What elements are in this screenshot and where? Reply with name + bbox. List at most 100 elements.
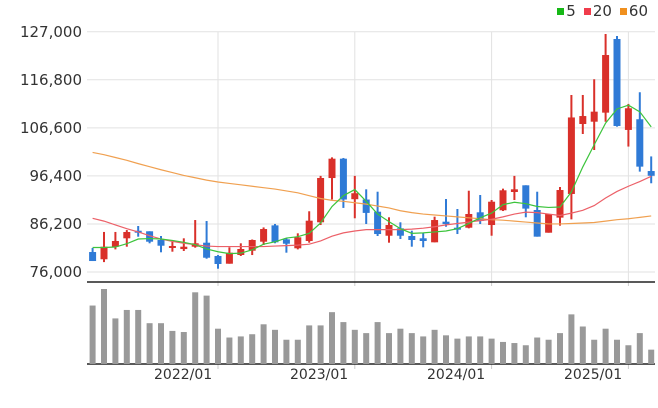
volume-bar [488,338,495,364]
volume-bar [135,309,142,364]
candle-down [613,39,621,126]
volume-bar [568,314,575,364]
candle-up [180,246,188,250]
volume-bar [420,336,427,364]
volume-bar [169,330,176,364]
y-tick-label: 86,200 [29,215,83,233]
volume-bar [465,336,472,364]
chart-legend: 5 20 60 [553,2,648,20]
candle-up [556,190,564,218]
candle-down [442,221,450,224]
candle-up [294,237,302,249]
candle-up [510,189,518,192]
x-tick-label: 2025/01 [564,367,623,383]
volume-bar [89,305,96,364]
volume-bar [351,329,358,364]
candle-down [636,119,644,167]
volume-bar [203,295,210,364]
candle-up [590,111,598,122]
candle-up [225,252,233,264]
ma5-swatch-icon [557,7,565,15]
volume-bar [306,325,313,364]
volume-bar [146,323,153,364]
legend-item-ma20[interactable]: 20 [583,2,612,20]
candle-down [522,185,530,209]
candle-up [431,220,439,243]
candle-up [100,246,108,260]
volume-bar [123,309,130,364]
candle-down [476,212,484,222]
volume-bar [260,324,267,364]
candle-down [419,238,427,241]
candle-down [362,199,370,213]
volume-bar [625,345,632,364]
volume-bar [477,336,484,364]
x-tick-label: 2023/01 [290,367,349,383]
candle-down [408,236,416,241]
candle-up [260,229,268,242]
volume-bar [363,333,370,364]
candle-up [237,249,245,255]
candle-up [328,158,336,179]
candle-down [157,240,165,246]
volume-bar [112,318,119,364]
volume-bar [249,334,256,364]
candle-down [282,239,290,244]
candle-down [214,255,222,264]
volume-bar [431,329,438,364]
candle-up [351,193,359,200]
candle-down [647,171,655,176]
candle-up [465,213,473,228]
volume-bar [226,337,233,364]
candle-up [385,225,393,236]
candle-up [111,240,119,247]
legend-label: 60 [628,2,648,20]
volume-bar [340,322,347,364]
ma60-swatch-icon [619,7,627,15]
volume-bar [283,339,290,364]
candle-down [374,211,382,235]
volume-bar [454,338,461,364]
volume-bar [511,343,518,364]
candle-up [499,190,507,211]
candle-down [89,252,97,262]
ma5-line [92,104,652,255]
candle-down [146,231,154,242]
candle-up [317,178,325,223]
y-tick-label: 96,400 [29,167,83,185]
volume-bar [180,332,187,364]
volume-bar [101,289,107,364]
candle-up [123,231,131,239]
volume-bar [557,333,563,364]
volume-bar [648,349,655,364]
candle-up [305,220,313,241]
legend-item-ma5[interactable]: 5 [557,2,576,20]
volume-bar [158,323,164,364]
y-tick-label: 127,000 [19,23,82,41]
candle-up [567,117,575,194]
volume-bar [534,337,541,364]
volume-bar [386,333,392,364]
volume-bar [294,339,301,364]
volume-bar [579,326,586,364]
candle-up [248,240,256,251]
y-tick-label: 116,800 [19,71,82,89]
candle-down [271,225,279,243]
candle-up [602,55,610,113]
candle-up [168,245,176,248]
volume-bar [614,339,620,364]
volume-bar [215,328,221,364]
volume-bar [443,335,449,364]
volume-bar [602,328,609,364]
volume-bar [522,345,529,364]
candle-down [339,158,347,200]
volume-bar [329,312,335,364]
x-tick-label: 2022/01 [154,367,213,383]
volume-bar [192,292,199,364]
volume-bar [272,329,278,364]
candle-down [396,228,404,236]
legend-item-ma60[interactable]: 60 [619,2,648,20]
candle-down [203,242,211,258]
volume-bar [374,322,381,364]
